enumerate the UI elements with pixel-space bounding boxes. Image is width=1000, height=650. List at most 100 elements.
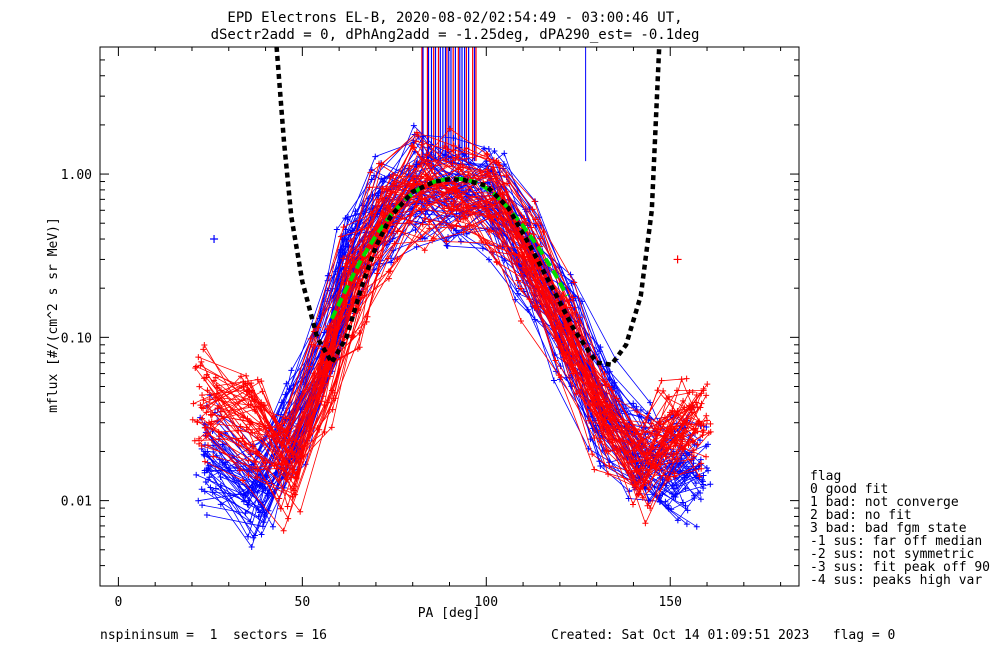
data-point (606, 416, 613, 423)
data-point (318, 398, 325, 405)
data-point (557, 363, 564, 370)
data-point (351, 279, 358, 286)
data-point (684, 507, 691, 514)
data-point (288, 367, 295, 374)
data-point (665, 502, 672, 509)
data-point (439, 182, 446, 189)
data-point (217, 408, 224, 415)
data-point (592, 391, 599, 398)
footer-left: nspininsum = 1 sectors = 16 (100, 628, 327, 643)
data-point (250, 534, 257, 541)
data-point (481, 145, 488, 152)
data-point (254, 376, 261, 383)
data-point (321, 428, 328, 435)
data-point (642, 520, 649, 527)
data-point (485, 208, 492, 215)
data-point (276, 495, 283, 502)
data-point (280, 527, 287, 534)
data-point (673, 387, 680, 394)
data-point (689, 437, 696, 444)
data-point (534, 220, 541, 227)
data-point (626, 423, 633, 430)
data-point (283, 427, 290, 434)
data-point (703, 417, 710, 424)
data-point (589, 451, 596, 458)
data-point (281, 420, 288, 427)
data-point (423, 202, 430, 209)
data-point (485, 256, 492, 263)
data-point (277, 505, 284, 512)
legend-title: flag (810, 469, 841, 484)
envelope-curve (274, 47, 662, 368)
data-point (205, 442, 212, 449)
data-point (381, 175, 388, 182)
legend-item: 1 bad: not converge (810, 495, 959, 510)
data-point (261, 509, 268, 516)
data-point (210, 453, 217, 460)
data-point (198, 404, 205, 411)
legend-item: -2 sus: not symmetric (810, 547, 974, 562)
data-point (380, 210, 387, 217)
data-point (277, 453, 284, 460)
data-point (673, 449, 680, 456)
y-tick-label: 1.00 (61, 168, 92, 183)
data-point (413, 202, 420, 209)
data-point (587, 436, 594, 443)
data-point (571, 279, 578, 286)
data-point (660, 421, 667, 428)
data-point (484, 170, 491, 177)
data-point (531, 198, 538, 205)
data-point (457, 166, 464, 173)
data-point (246, 418, 253, 425)
data-point (365, 224, 372, 231)
data-point (697, 437, 704, 444)
data-point (484, 239, 491, 246)
data-point (247, 518, 254, 525)
data-point (689, 389, 696, 396)
data-point (201, 467, 208, 474)
data-point (287, 485, 294, 492)
data-point (483, 150, 490, 157)
data-point (419, 195, 426, 202)
data-point (497, 191, 504, 198)
data-point (406, 162, 413, 169)
data-point (247, 451, 254, 458)
data-point (700, 387, 707, 394)
chart-title: EPD Electrons EL-B, 2020-08-02/02:54:49 … (227, 10, 682, 26)
x-tick-label: 100 (475, 595, 498, 610)
data-point (256, 425, 263, 432)
data-point (665, 476, 672, 483)
data-point (693, 399, 700, 406)
data-point (237, 423, 244, 430)
data-point (307, 335, 314, 342)
data-point (648, 420, 655, 427)
data-point (354, 345, 361, 352)
data-point (698, 460, 705, 467)
data-point (669, 455, 676, 462)
data-point (201, 424, 208, 431)
data-point (412, 226, 419, 233)
spectrum-trace (192, 183, 682, 467)
data-point (423, 156, 430, 163)
data-point (311, 370, 318, 377)
data-point (521, 215, 528, 222)
data-point (212, 485, 219, 492)
data-point (638, 450, 645, 457)
data-point (693, 480, 700, 487)
data-point (491, 148, 498, 155)
data-point (207, 411, 214, 418)
data-point (703, 464, 710, 471)
data-point (252, 464, 259, 471)
data-point (647, 399, 654, 406)
data-point (443, 158, 450, 165)
data-point (236, 467, 243, 474)
data-point (196, 440, 203, 447)
data-point (501, 150, 508, 157)
data-point (585, 417, 592, 424)
data-point (242, 441, 249, 448)
data-point (190, 400, 197, 407)
data-point (449, 160, 456, 167)
data-point (567, 348, 574, 355)
legend-item: 0 good fit (810, 482, 888, 497)
data-point (703, 392, 710, 399)
